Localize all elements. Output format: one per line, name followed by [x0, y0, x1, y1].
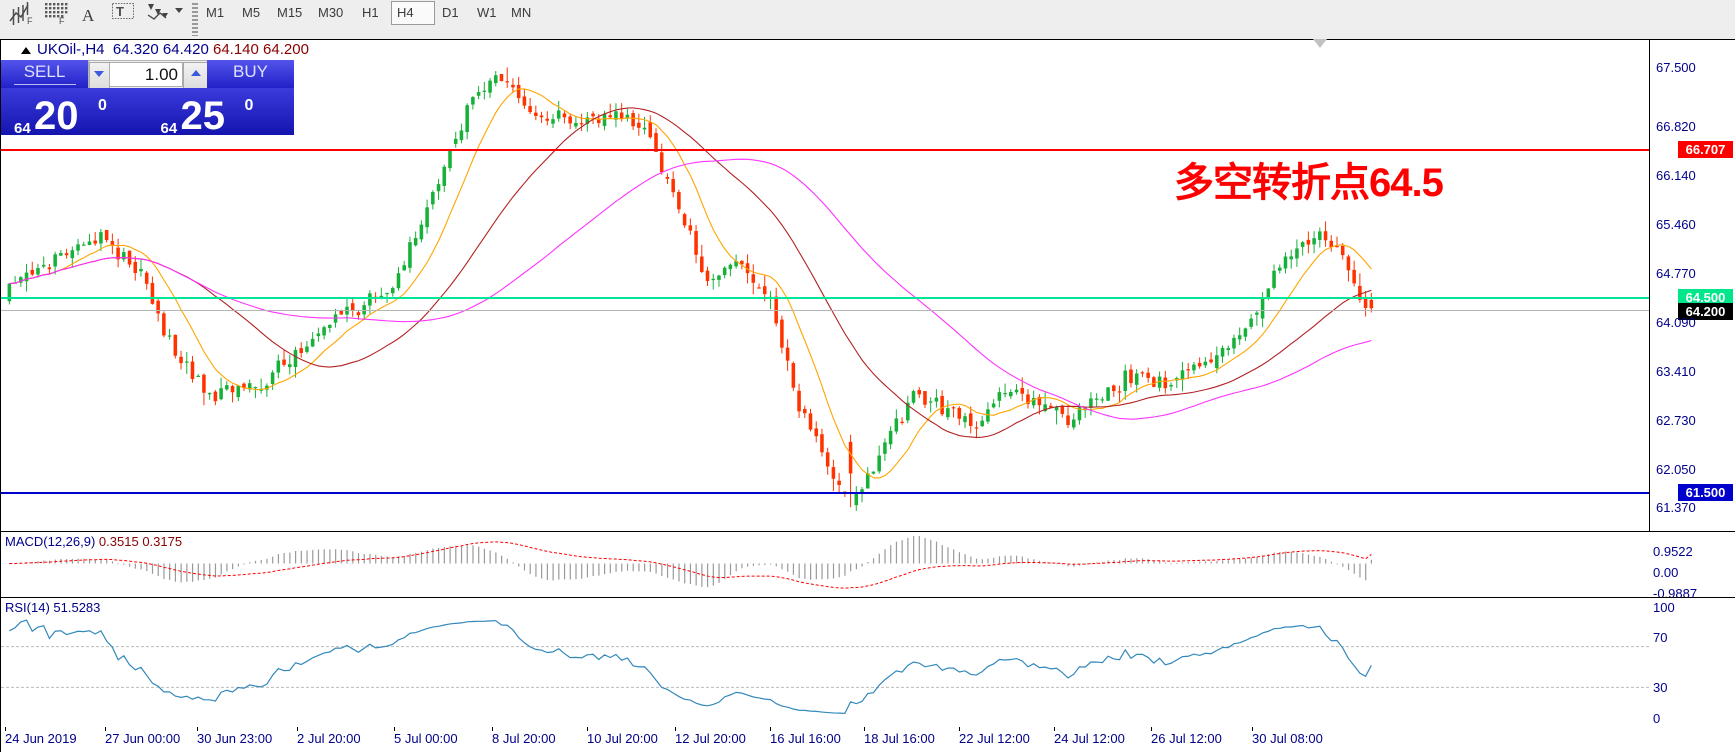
svg-text:F: F — [27, 16, 33, 25]
svg-text:F: F — [59, 16, 65, 25]
svg-text:T: T — [116, 4, 124, 19]
